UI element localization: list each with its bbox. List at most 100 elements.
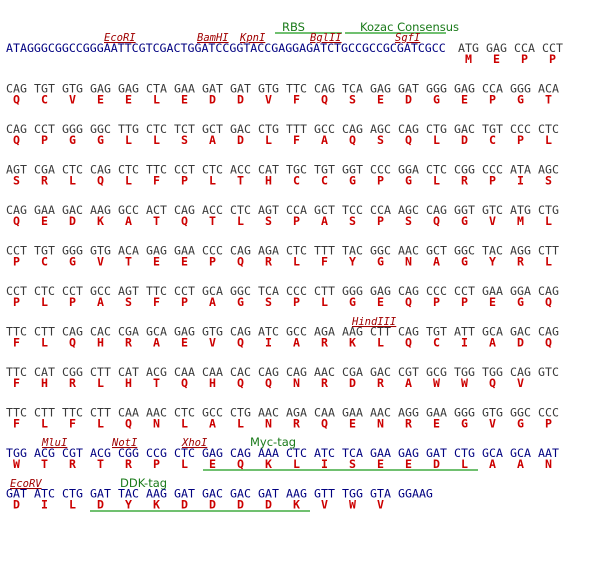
amino-acid: E [181, 255, 188, 269]
amino-acid: Q [181, 214, 188, 228]
codon: GCT [314, 203, 335, 217]
amino-acid: T [545, 93, 552, 107]
codon: GAG [90, 82, 111, 96]
site-label: HindIII [351, 316, 397, 328]
codon: CCT [454, 284, 475, 298]
amino-acid: L [125, 133, 132, 147]
amino-acid: S [265, 214, 272, 228]
amino-acid: Q [489, 376, 496, 390]
codon: CAG [258, 365, 279, 379]
amino-acid: A [405, 376, 412, 390]
amino-acid: R [125, 457, 132, 471]
amino-acid: G [461, 255, 468, 269]
amino-acid: W [461, 376, 468, 390]
amino-acid: S [181, 133, 188, 147]
amino-acid: Q [181, 376, 188, 390]
amino-acid: F [153, 174, 160, 188]
amino-acid: D [69, 214, 76, 228]
amino-acid: N [153, 417, 160, 431]
amino-acid: P [489, 93, 496, 107]
codon: AAC [370, 406, 391, 420]
amino-acid: L [97, 376, 104, 390]
codon: GCG [426, 365, 447, 379]
amino-acid: H [209, 376, 216, 390]
codon: CCT [174, 284, 195, 298]
amino-acid: A [209, 295, 216, 309]
codon: CTC [118, 163, 139, 177]
codon: AAG [286, 487, 307, 501]
amino-acid: L [293, 255, 300, 269]
amino-acid: P [377, 214, 384, 228]
amino-acid: E [377, 295, 384, 309]
tag-label: Myc-tag [250, 435, 296, 449]
amino-acid: E [125, 93, 132, 107]
codon: AGG [510, 244, 531, 258]
amino-acid: N [265, 417, 272, 431]
amino-acid: R [405, 417, 412, 431]
codon: GAG [398, 446, 419, 460]
amino-acid: P [13, 295, 20, 309]
codon: CAG [426, 203, 447, 217]
codon: TCT [174, 122, 195, 136]
amino-acid: Q [237, 376, 244, 390]
codon: GTG [258, 82, 279, 96]
amino-acid: D [209, 93, 216, 107]
amino-acid: D [181, 498, 188, 512]
amino-acid: P [489, 174, 496, 188]
codon: CCT [6, 244, 27, 258]
amino-acid: L [41, 336, 48, 350]
amino-acid: W [349, 498, 356, 512]
codon: TCA [258, 284, 279, 298]
codon: CCT [6, 284, 27, 298]
codon: CAT [34, 365, 55, 379]
codon: GTG [482, 406, 503, 420]
codon: ATT [454, 325, 475, 339]
codon: GAT [230, 82, 251, 96]
codon: ATA [510, 163, 531, 177]
codon: GCC [202, 406, 223, 420]
codon: CGG [454, 163, 475, 177]
codon: AGA [314, 325, 335, 339]
codon: GCC [118, 203, 139, 217]
amino-acid: Q [13, 214, 20, 228]
codon: GTA [370, 487, 391, 501]
amino-acid: R [69, 457, 76, 471]
amino-acid: F [13, 417, 20, 431]
codon: CTG [230, 406, 251, 420]
amino-acid: Q [321, 417, 328, 431]
codon: CTG [538, 203, 559, 217]
codon: GTT [314, 487, 335, 501]
codon: GTC [538, 365, 559, 379]
amino-acid: Y [125, 498, 132, 512]
codon: GCC [286, 325, 307, 339]
codon: ACA [118, 244, 139, 258]
codon: TAC [118, 487, 139, 501]
codon: GGA [510, 284, 531, 298]
amino-acid: G [237, 295, 244, 309]
amino-acid: P [181, 295, 188, 309]
codon: GGC [370, 244, 391, 258]
amino-acid: A [517, 457, 524, 471]
amino-acid: N [377, 417, 384, 431]
amino-acid: G [461, 214, 468, 228]
amino-acid: S [349, 214, 356, 228]
codon: TTC [146, 284, 167, 298]
codon: GAC [370, 365, 391, 379]
codon: GGG [510, 82, 531, 96]
amino-acid: L [461, 457, 468, 471]
codon: CAA [118, 406, 139, 420]
codon: TGT [426, 325, 447, 339]
amino-acid: E [181, 93, 188, 107]
amino-acid: Q [433, 214, 440, 228]
amino-acid: R [377, 376, 384, 390]
codon: AGT [6, 163, 27, 177]
codon: CCT [62, 284, 83, 298]
amino-acid: S [265, 295, 272, 309]
amino-acid: G [349, 174, 356, 188]
codon: CAG [6, 122, 27, 136]
amino-acid: S [545, 174, 552, 188]
amino-acid: E [377, 93, 384, 107]
codon: GAC [62, 203, 83, 217]
codon: GGG [454, 406, 475, 420]
amino-acid: G [69, 133, 76, 147]
